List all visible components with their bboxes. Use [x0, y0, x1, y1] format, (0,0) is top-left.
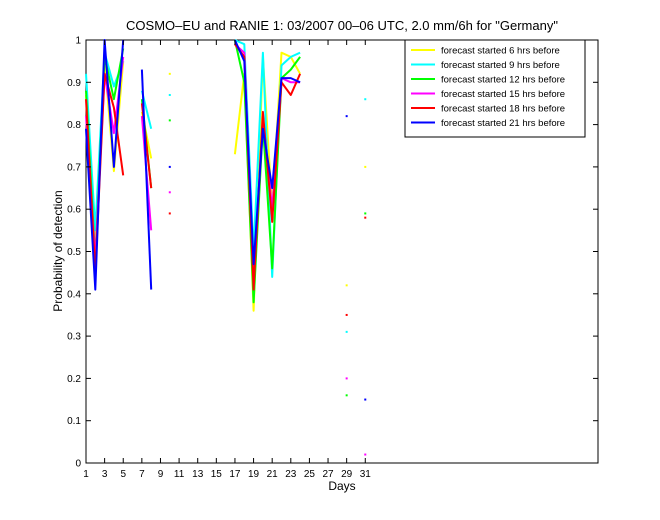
series-point [364, 453, 367, 456]
legend-label: forecast started 15 hrs before [441, 89, 565, 100]
legend: forecast started 6 hrs before forecast st… [404, 39, 586, 138]
series-point [168, 72, 171, 75]
series-point [168, 119, 171, 122]
x-tick-label: 25 [304, 469, 316, 480]
series-point [345, 377, 348, 380]
x-tick-label: 31 [360, 469, 372, 480]
series-point [168, 165, 171, 168]
series-point [364, 212, 367, 215]
y-tick-label: 0.9 [67, 78, 81, 89]
series-point [168, 212, 171, 215]
series-point [345, 115, 348, 118]
legend-label: forecast started 9 hrs before [441, 60, 560, 71]
series-line [140, 69, 153, 290]
series-point [364, 98, 367, 101]
legend-label: forecast started 18 hrs before [441, 104, 565, 115]
axes-layer: 1 3 5 7 9 11 13 15 17 19 21 23 25 27 29 3100.10.20.30.4… [67, 36, 598, 480]
y-axis-label: Probability of detection [51, 190, 65, 311]
legend-label: forecast started 12 hrs before [441, 75, 565, 86]
series-point [364, 165, 367, 168]
y-tick-label: 0.3 [67, 332, 81, 343]
y-tick-label: 0.7 [67, 162, 81, 173]
series-point [364, 398, 367, 401]
y-tick-label: 0.1 [67, 416, 81, 427]
y-tick-label: 0.8 [67, 120, 81, 131]
x-axis-label: Days [328, 479, 355, 493]
y-tick-label: 0.5 [67, 247, 81, 258]
series-point [364, 216, 367, 219]
x-tick-label: 9 [158, 469, 164, 480]
x-tick-label: 29 [341, 469, 353, 480]
x-tick-label: 5 [120, 469, 126, 480]
chart-title: COSMO–EU and RANIE 1: 03/2007 00–06 UTC,… [126, 18, 558, 33]
x-tick-label: 1 [83, 469, 89, 480]
legend-label: forecast started 6 hrs before [441, 46, 560, 57]
series-line [233, 39, 301, 266]
x-tick-label: 17 [229, 469, 241, 480]
series-point [168, 191, 171, 194]
x-tick-label: 3 [102, 469, 108, 480]
series-point [345, 394, 348, 397]
y-tick-label: 0.2 [67, 374, 81, 385]
x-tick-label: 7 [139, 469, 145, 480]
x-tick-label: 19 [248, 469, 260, 480]
series-point [345, 313, 348, 316]
series-point [168, 93, 171, 96]
x-tick-label: 13 [192, 469, 204, 480]
x-tick-label: 23 [285, 469, 297, 480]
x-tick-label: 11 [174, 469, 185, 480]
x-tick-label: 15 [211, 469, 223, 480]
y-tick-label: 1 [75, 36, 81, 47]
y-tick-label: 0 [75, 459, 81, 470]
x-tick-label: 27 [322, 469, 334, 480]
series-point [345, 330, 348, 333]
y-tick-label: 0.6 [67, 205, 81, 216]
legend-box [404, 39, 586, 138]
series-layer [85, 39, 367, 456]
x-tick-label: 21 [267, 469, 279, 480]
y-tick-label: 0.4 [67, 289, 81, 300]
series-point [345, 284, 348, 287]
legend-label: forecast started 21 hrs before [441, 118, 565, 129]
